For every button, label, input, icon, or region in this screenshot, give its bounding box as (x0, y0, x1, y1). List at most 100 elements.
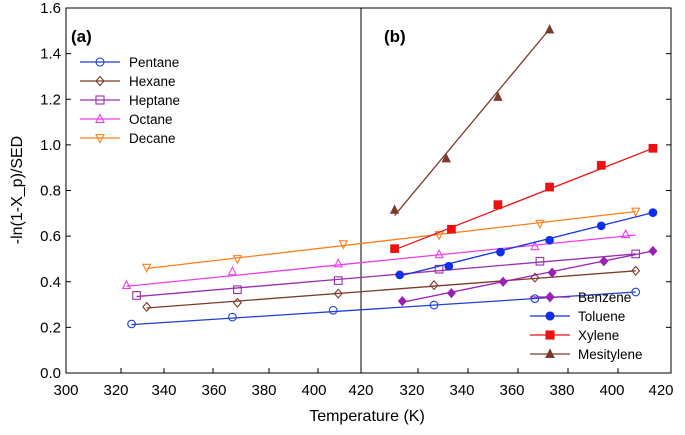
data-point-hexane (142, 301, 152, 312)
x-tick-label: 360 (201, 382, 226, 399)
fit-line-toluene (399, 211, 654, 277)
data-point-octane (121, 279, 132, 290)
y-tick-label: 1.0 (40, 137, 61, 154)
y-tick-label: 0.0 (40, 365, 61, 382)
data-point-benzene (397, 296, 407, 307)
x-tick-label: 380 (251, 382, 276, 399)
y-tick-label: 0.4 (40, 274, 61, 291)
y-tick-label: 1.4 (40, 46, 61, 63)
data-point-hexane (333, 288, 343, 299)
legend-marker-toluene (545, 311, 555, 321)
x-tick-label: 320 (103, 382, 128, 399)
legend-label-benzene: Benzene (578, 290, 631, 305)
data-point-pentane (631, 287, 641, 297)
data-point-heptane (333, 276, 343, 285)
data-point-octane (227, 265, 238, 276)
data-point-heptane (132, 291, 141, 300)
fit-line-mesitylene (394, 28, 551, 217)
x-tick-label: 420 (348, 382, 373, 399)
legend-marker-octane (95, 113, 105, 124)
data-point-octane (530, 240, 540, 251)
panel-label-a: (a) (71, 27, 92, 46)
legend-marker-hexane (95, 75, 105, 87)
data-point-decane (535, 219, 545, 230)
data-point-benzene (648, 245, 658, 257)
legend-label-decane: Decane (129, 131, 176, 146)
data-point-toluene (444, 261, 454, 271)
data-point-benzene (498, 276, 508, 287)
y-axis-title: -ln(1-X_p)/SED (9, 136, 26, 244)
data-point-pentane (530, 294, 540, 303)
fit-line-hexane (146, 270, 636, 309)
data-point-heptane (535, 256, 545, 266)
x-tick-label: 380 (549, 382, 574, 399)
y-tick-label: 1.6 (40, 0, 61, 17)
legend-label-pentane: Pentane (129, 55, 179, 70)
data-point-mesitylene (544, 24, 555, 34)
y-tick-label: 0.6 (40, 228, 61, 245)
x-tick-label: 360 (499, 382, 524, 399)
data-point-decane (338, 240, 348, 250)
data-point-toluene (496, 247, 505, 257)
legend-marker-heptane (95, 95, 105, 105)
data-point-hexane (232, 297, 242, 308)
data-point-xylene (596, 161, 606, 170)
data-point-hexane (429, 280, 439, 291)
x-tick-label: 320 (399, 382, 424, 399)
legend-marker-xylene (545, 330, 555, 340)
data-point-octane (333, 257, 343, 268)
data-point-toluene (545, 235, 554, 245)
fit-line-decane (146, 210, 636, 270)
x-tick-label: 300 (53, 382, 78, 399)
data-point-pentane (328, 305, 338, 315)
data-point-xylene (390, 244, 399, 254)
x-tick-label: 340 (449, 382, 474, 399)
data-point-pentane (429, 300, 439, 310)
data-point-decane (141, 263, 152, 274)
x-axis-title: Temperature (K) (309, 408, 425, 425)
data-point-xylene (493, 200, 503, 209)
fit-line-heptane (136, 253, 636, 298)
legend-marker-benzene (545, 291, 555, 303)
data-point-decane (631, 207, 641, 218)
data-point-heptane (233, 285, 242, 295)
data-point-mesitylene (493, 91, 503, 101)
data-point-toluene (596, 221, 606, 231)
legend-label-octane: Octane (129, 112, 173, 127)
x-tick-label: 400 (599, 382, 624, 399)
data-point-benzene (446, 288, 456, 299)
x-tick-label: 340 (151, 382, 176, 399)
data-point-pentane (228, 312, 237, 322)
legend-label-toluene: Toluene (578, 309, 625, 324)
y-tick-label: 1.2 (40, 91, 61, 108)
fit-line-benzene (402, 250, 654, 303)
data-point-heptane (434, 264, 444, 274)
data-point-xylene (648, 143, 658, 153)
legend-marker-pentane (95, 57, 105, 67)
data-point-octane (434, 248, 444, 259)
data-point-octane (620, 228, 631, 239)
data-point-mesitylene (389, 204, 400, 214)
data-point-decane (232, 255, 243, 265)
panel-label-b: (b) (384, 27, 406, 46)
data-point-benzene (599, 256, 609, 267)
legend-label-hexane: Hexane (129, 74, 176, 89)
legend-label-mesitylene: Mesitylene (578, 347, 643, 362)
legend-marker-decane (95, 133, 105, 144)
legend-label-heptane: Heptane (129, 93, 180, 108)
x-tick-label: 420 (648, 382, 673, 399)
data-point-xylene (447, 224, 456, 234)
data-point-toluene (648, 208, 658, 217)
y-tick-label: 0.8 (40, 183, 61, 200)
legend-label-xylene: Xylene (578, 328, 619, 343)
fit-line-xylene (394, 147, 654, 251)
data-point-pentane (127, 319, 136, 329)
x-tick-label: 400 (301, 382, 326, 399)
legend-marker-mesitylene (545, 348, 555, 359)
data-point-hexane (631, 265, 641, 276)
data-point-toluene (395, 270, 405, 280)
data-point-mesitylene (441, 153, 451, 163)
y-tick-label: 0.2 (40, 319, 61, 336)
